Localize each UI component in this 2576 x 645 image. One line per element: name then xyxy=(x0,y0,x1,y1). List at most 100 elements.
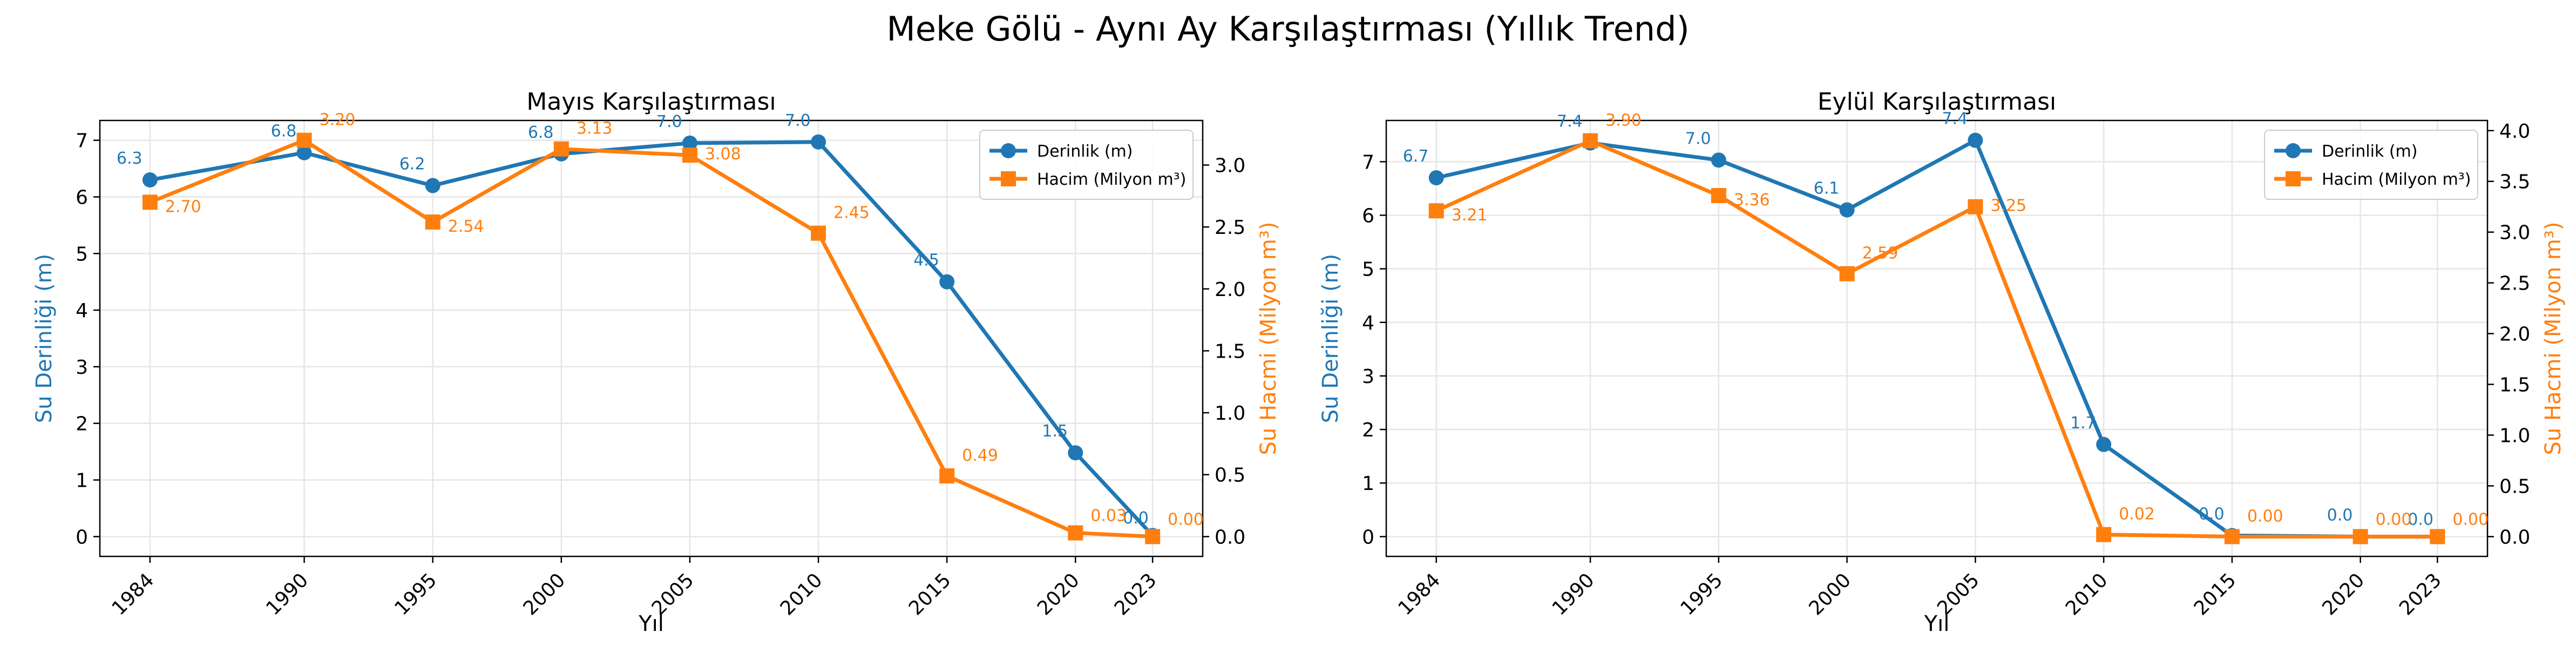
y-left-tick-label: 2 xyxy=(76,413,88,435)
data-label: 6.8 xyxy=(528,123,554,142)
y-right-tick-label: 1.5 xyxy=(1215,340,1245,362)
y-right-tick-label: 2.5 xyxy=(1215,217,1245,239)
y-axis-right: 0.0 0.5 1.0 1.5 2.0 2.5 3.0 3.5 4.0 Su Hacmi (Mil… xyxy=(2487,120,2566,548)
y-left-tick-label: 1 xyxy=(76,470,88,492)
y-left-tick-label: 2 xyxy=(1362,419,1374,441)
data-label: 0.00 xyxy=(2452,510,2489,529)
data-label: 0.00 xyxy=(2247,507,2283,526)
y-axis-right-label: Su Hacmi (Milyon m³) xyxy=(1256,222,1281,455)
data-label: 6.1 xyxy=(1814,179,1840,198)
data-point xyxy=(1968,199,1983,214)
data-point xyxy=(2096,436,2112,452)
legend-label: Hacim (Milyon m³) xyxy=(1037,170,1186,189)
data-label: 2.59 xyxy=(1862,244,1899,263)
y-left-tick-label: 6 xyxy=(1362,205,1374,227)
y-left-tick-label: 1 xyxy=(1362,473,1374,495)
data-point xyxy=(2096,527,2112,542)
y-right-tick-label: 1.0 xyxy=(2499,425,2530,447)
legend-label: Derinlik (m) xyxy=(2322,142,2417,161)
data-label: 7.0 xyxy=(656,112,682,131)
y-left-tick-label: 6 xyxy=(76,186,88,209)
data-label: 1.5 xyxy=(1042,422,1068,441)
data-point xyxy=(142,194,158,210)
data-point xyxy=(425,178,440,193)
y-left-tick-label: 4 xyxy=(76,300,88,322)
data-label: 2.54 xyxy=(448,217,484,236)
data-point xyxy=(1068,445,1083,461)
data-point xyxy=(811,225,826,241)
data-point xyxy=(1711,188,1726,204)
data-point xyxy=(142,172,158,188)
y-right-tick-label: 0.5 xyxy=(1215,465,1245,487)
data-label: 6.7 xyxy=(1403,147,1429,166)
y-right-tick-label: 2.0 xyxy=(2499,324,2530,346)
y-left-tick-label: 5 xyxy=(1362,259,1374,281)
data-label: 0.0 xyxy=(2327,506,2353,525)
data-label: 3.20 xyxy=(320,111,356,130)
data-label: 2.45 xyxy=(833,204,870,223)
y-left-tick-label: 5 xyxy=(76,243,88,265)
data-label: 3.13 xyxy=(577,119,613,138)
y-left-tick-label: 0 xyxy=(76,526,88,548)
data-label: 3.90 xyxy=(1605,111,1642,130)
chart-title: Eylül Karşılaştırması xyxy=(1818,88,2056,116)
data-point xyxy=(939,274,955,290)
legend: Derinlik (m) Hacim (Milyon m³) xyxy=(2264,130,2478,200)
data-label: 0.0 xyxy=(1123,509,1149,528)
data-label: 6.2 xyxy=(399,155,425,174)
data-point xyxy=(425,214,440,230)
legend-box xyxy=(979,130,1194,200)
y-right-tick-label: 1.5 xyxy=(2499,374,2530,397)
data-point xyxy=(1839,202,1855,218)
data-label: 3.08 xyxy=(705,145,741,164)
data-label: 7.4 xyxy=(1557,112,1583,131)
data-label: 7.0 xyxy=(1685,129,1711,148)
data-point xyxy=(2430,529,2445,545)
y-right-tick-label: 1.0 xyxy=(1215,402,1245,425)
data-point xyxy=(682,135,697,151)
y-left-tick-label: 3 xyxy=(76,357,88,379)
data-point xyxy=(553,141,569,157)
data-label: 2.70 xyxy=(165,197,201,216)
legend-label: Derinlik (m) xyxy=(1037,142,1133,161)
y-right-tick-label: 2.5 xyxy=(2499,273,2530,295)
series-volume: 2.70 3.20 2.54 3.13 3.08 2.45 0.49 0.03 0.00 xyxy=(142,111,1204,545)
data-label: 1.7 xyxy=(2070,414,2096,433)
y-axis-left-label: Su Derinliği (m) xyxy=(32,254,57,423)
y-axis-left-label: Su Derinliği (m) xyxy=(1318,254,1343,423)
legend-marker xyxy=(2286,143,2301,158)
data-label: 3.25 xyxy=(1990,197,2026,216)
data-point xyxy=(1068,525,1083,541)
data-point xyxy=(811,134,826,150)
y-axis-right: 0.0 0.5 1.0 1.5 2.0 2.5 3.0 Su Hacmi (Milyon m³… xyxy=(1203,155,1281,548)
plot-area-frame xyxy=(1385,119,2489,557)
data-point xyxy=(1145,529,1161,545)
y-right-tick-label: 3.5 xyxy=(2499,171,2530,193)
data-label: 0.00 xyxy=(1168,510,1204,529)
series-depth: 6.3 6.8 6.2 6.8 7.0 7.0 4.5 1.5 0.0 xyxy=(117,111,1161,543)
y-left-tick-label: 7 xyxy=(1362,151,1374,173)
y-right-tick-label: 2.0 xyxy=(1215,279,1245,301)
y-axis-right-label: Su Hacmi (Milyon m³) xyxy=(2541,222,2566,455)
y-right-tick-label: 0.0 xyxy=(2499,526,2530,548)
data-point xyxy=(1968,132,1983,148)
y-right-tick-label: 0.5 xyxy=(2499,475,2530,498)
legend-marker xyxy=(1001,143,1016,158)
y-left-tick-label: 3 xyxy=(1362,366,1374,388)
plot-area-frame xyxy=(99,119,1204,557)
data-label: 7.0 xyxy=(785,111,811,130)
x-axis-label: Yıl xyxy=(1924,612,1950,636)
data-label: 4.5 xyxy=(913,251,939,270)
y-right-tick-label: 0.0 xyxy=(1215,526,1245,548)
legend-marker xyxy=(2286,171,2301,186)
data-point xyxy=(296,132,312,148)
y-right-tick-label: 3.0 xyxy=(2499,222,2530,244)
legend-box xyxy=(2264,130,2478,200)
data-label: 0.02 xyxy=(2119,505,2155,524)
data-label: 0.49 xyxy=(962,446,998,465)
data-label: 3.21 xyxy=(1452,206,1488,225)
data-label: 0.0 xyxy=(2199,505,2225,523)
y-right-tick-label: 4.0 xyxy=(2499,120,2530,143)
